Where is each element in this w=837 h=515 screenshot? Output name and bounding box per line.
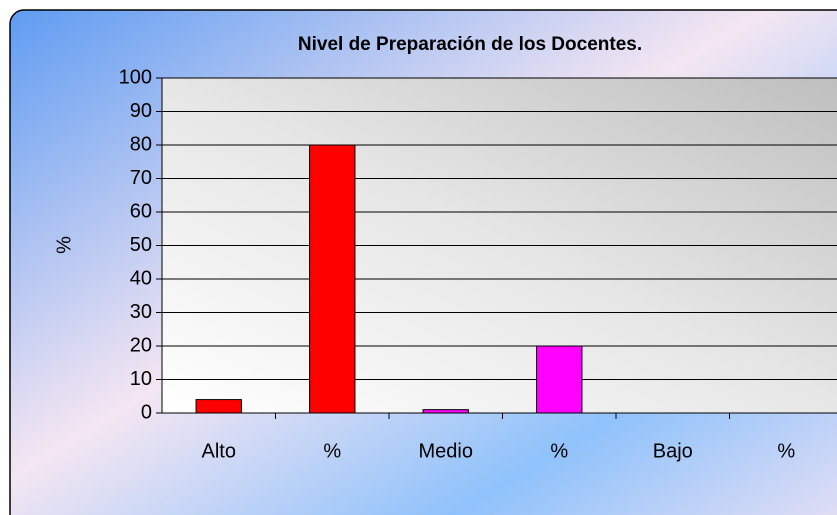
y-tick-label: 90 [130, 100, 152, 122]
y-tick-label: 40 [130, 267, 152, 289]
x-tick-label: Alto [202, 440, 236, 462]
x-tick-label: % [323, 440, 341, 462]
y-tick-label: 0 [141, 401, 152, 423]
y-tick-label: 20 [130, 334, 152, 356]
y-tick-label: 80 [130, 133, 152, 155]
y-tick-label: 70 [130, 167, 152, 189]
y-tick-label: 60 [130, 200, 152, 222]
bar [195, 399, 242, 414]
y-tick-label: 50 [130, 234, 152, 256]
x-tick-label: % [550, 440, 568, 462]
x-tick-label: Bajo [653, 440, 693, 462]
bar [309, 144, 356, 414]
y-axis-label: % [53, 236, 75, 254]
bar [536, 345, 583, 414]
x-tick-label: Medio [419, 440, 473, 462]
bar [422, 409, 469, 414]
chart-title: Nivel de Preparación de los Docentes. [298, 34, 642, 55]
y-tick-label: 100 [119, 66, 152, 88]
y-tick-label: 30 [130, 301, 152, 323]
x-tick-label: % [777, 440, 795, 462]
y-tick-label: 10 [130, 368, 152, 390]
